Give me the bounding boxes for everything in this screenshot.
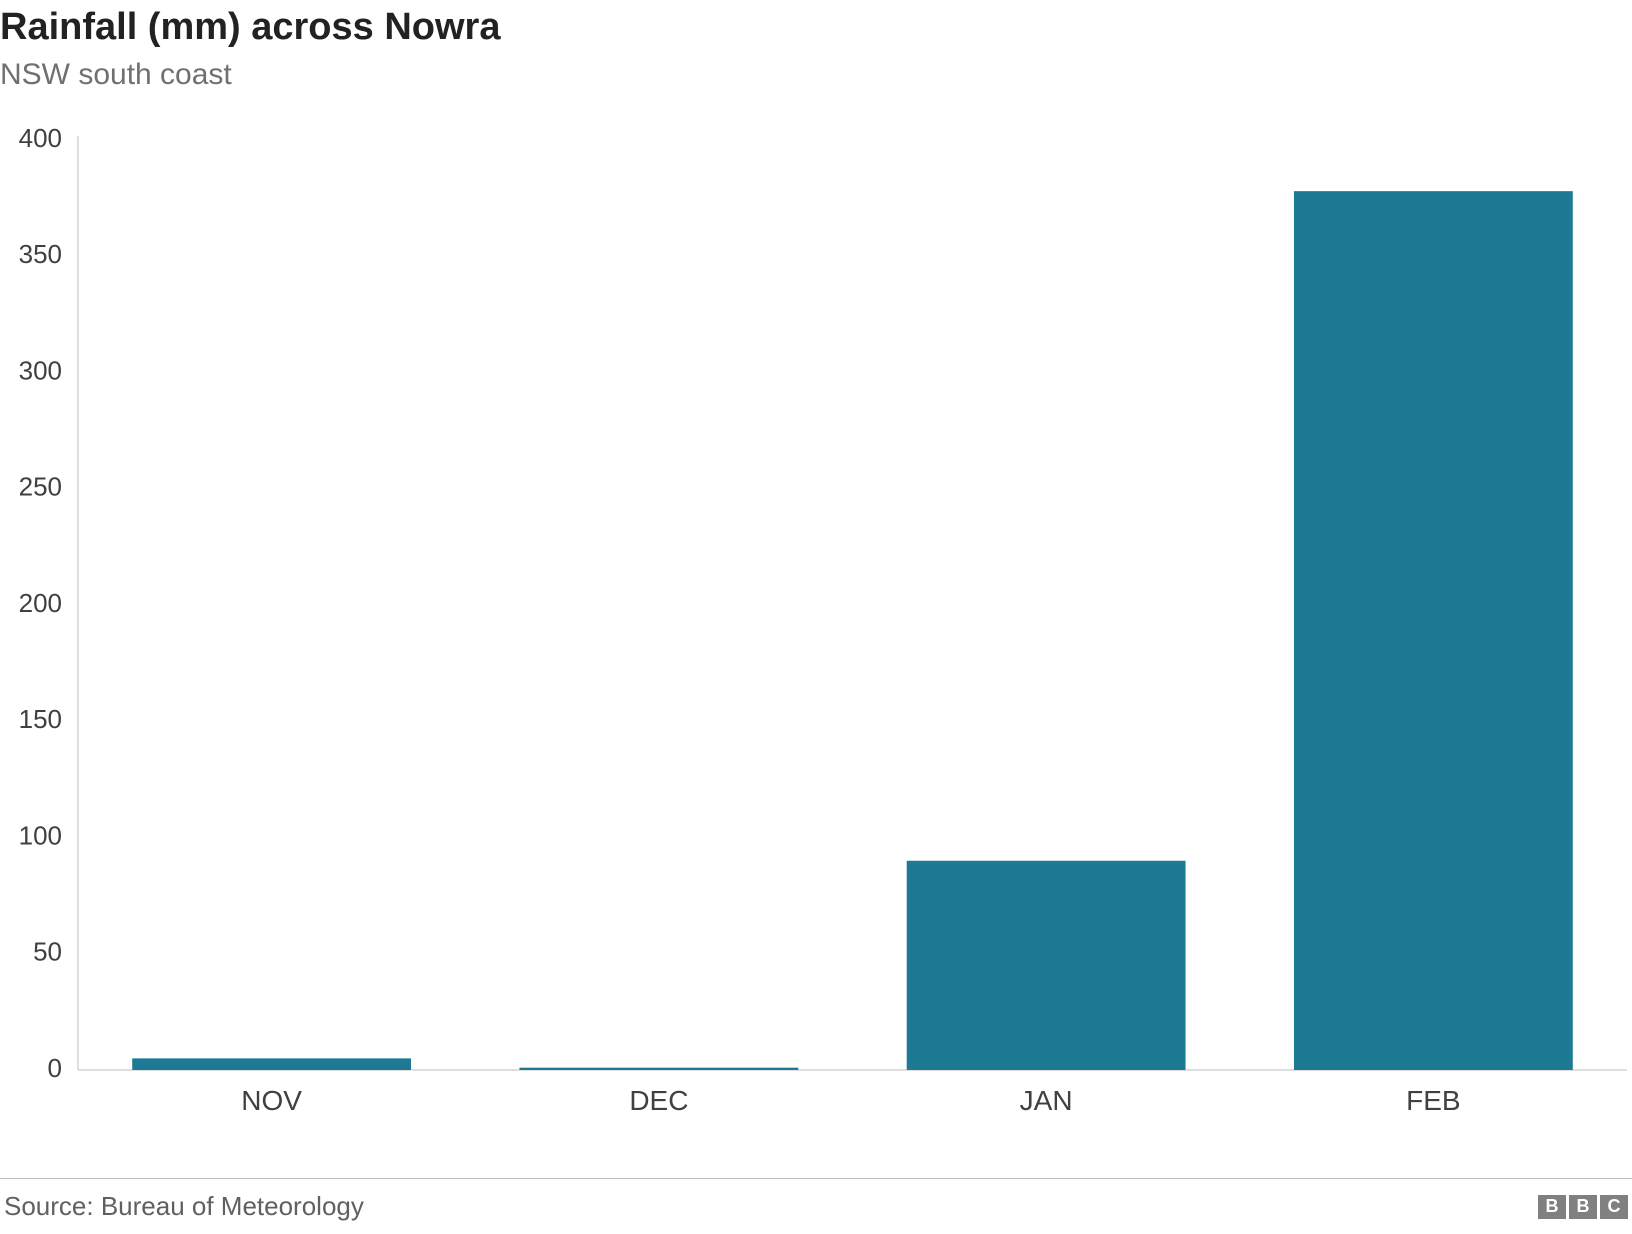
bar [519, 1068, 798, 1070]
x-tick-label: FEB [1406, 1085, 1460, 1116]
y-tick-label: 400 [19, 123, 62, 153]
y-tick-label: 350 [19, 239, 62, 269]
source-attribution: Source: Bureau of Meteorology [4, 1191, 364, 1222]
x-tick-label: NOV [241, 1085, 302, 1116]
bbc-logo-letter: C [1600, 1195, 1628, 1219]
bbc-logo-letter: B [1569, 1195, 1597, 1219]
y-tick-label: 200 [19, 588, 62, 618]
chart-plot-area: 0 50 100 150 200 250 300 350 400 NOV DEC JAN FEB [0, 120, 1632, 1130]
y-tick-label: 300 [19, 355, 62, 385]
footer-row: Source: Bureau of Meteorology B B C [0, 1178, 1632, 1234]
x-tick-label: DEC [629, 1085, 688, 1116]
y-tick-label: 50 [33, 937, 62, 967]
bar [132, 1058, 411, 1070]
bar-chart-svg: 0 50 100 150 200 250 300 350 400 NOV DEC JAN FEB [0, 120, 1632, 1130]
bbc-logo-letter: B [1538, 1195, 1566, 1219]
bar [1294, 191, 1573, 1070]
chart-title: Rainfall (mm) across Nowra [0, 6, 500, 49]
y-tick-label: 250 [19, 472, 62, 502]
y-tick-label: 0 [48, 1053, 62, 1083]
chart-subtitle: NSW south coast [0, 58, 232, 92]
y-tick-label: 100 [19, 820, 62, 850]
chart-container: Rainfall (mm) across Nowra NSW south coa… [0, 0, 1632, 1234]
bbc-logo: B B C [1538, 1195, 1628, 1219]
x-tick-label: JAN [1020, 1085, 1073, 1116]
y-tick-label: 150 [19, 704, 62, 734]
bar [907, 861, 1186, 1070]
